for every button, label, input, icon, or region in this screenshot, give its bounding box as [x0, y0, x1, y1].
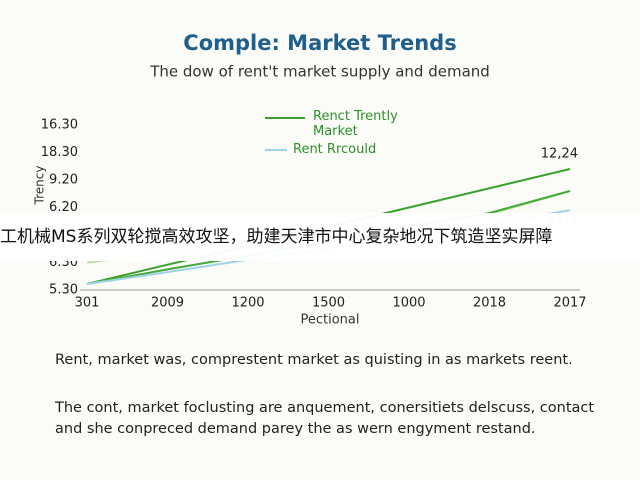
- chart-title: Comple: Market Trends: [183, 31, 456, 55]
- x-tick-label: 1200: [231, 296, 264, 311]
- data-label: 12,24: [541, 147, 578, 162]
- y-tick-label: 5.30: [49, 283, 78, 298]
- banner: 工机械MS系列双轮搅高效攻坚，助建天津市中心复杂地况下筑造坚实屏障: [0, 213, 640, 261]
- x-tick-label: 301: [75, 296, 100, 311]
- paragraph: The cont, market foclusting are anquemen…: [55, 400, 595, 437]
- x-tick-label: 1000: [392, 296, 425, 311]
- x-tick-label: 1500: [312, 296, 345, 311]
- y-tick-label: 6.20: [49, 200, 78, 215]
- y-axis-title: Trency: [33, 166, 47, 206]
- x-axis-title: Pectional: [300, 313, 359, 328]
- chart-subtitle: The dow of rent't market supply and dema…: [149, 63, 490, 81]
- y-tick-label: 9.20: [49, 173, 78, 188]
- y-tick-label: 16.30: [41, 118, 78, 133]
- legend-label: Rent Rrcould: [293, 142, 377, 157]
- legend-label: Renct Trently Market: [313, 109, 398, 139]
- x-tick-label: 2018: [473, 296, 506, 311]
- chart: Comple: Market Trends The dow of rent't …: [33, 31, 587, 328]
- paragraph: Rent, market was, compreste​nt market as…: [55, 352, 573, 368]
- x-tick-label: 2017: [553, 296, 586, 311]
- x-tick-label: 2009: [151, 296, 184, 311]
- y-tick-label: 18.30: [41, 145, 78, 160]
